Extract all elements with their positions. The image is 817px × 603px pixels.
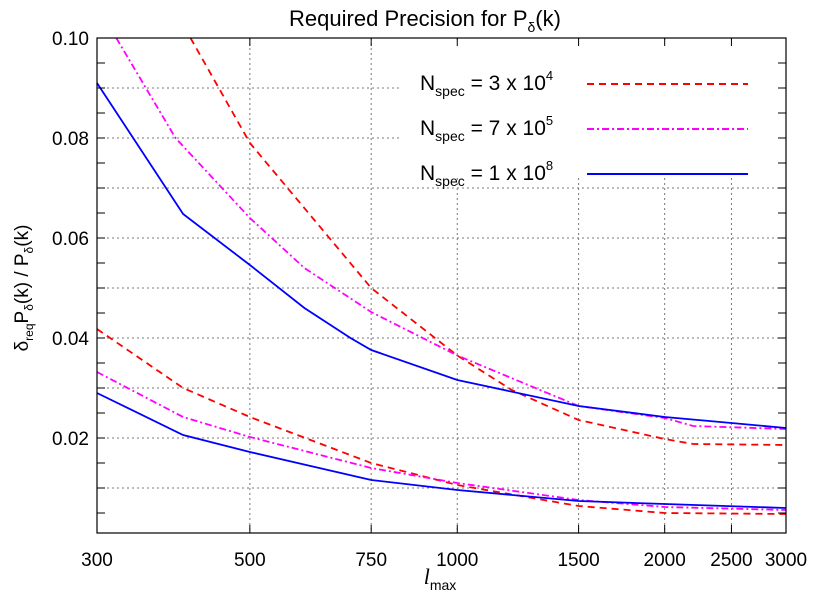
legend-label-0: Nspec = 3 x 104 xyxy=(420,68,553,99)
x-tick-label: 750 xyxy=(355,550,387,571)
legend-text-base: N xyxy=(420,72,435,95)
legend-label-2: Nspec = 1 x 108 xyxy=(420,158,553,189)
y-tick-label: 0.06 xyxy=(52,229,89,250)
y-tick-label: 0.08 xyxy=(52,129,89,150)
series-line-1 xyxy=(96,371,787,511)
data-curves xyxy=(96,37,787,515)
legend-text-sub: spec xyxy=(435,83,465,99)
x-tick-label: 1500 xyxy=(557,550,599,571)
legend-label-1: Nspec = 7 x 105 xyxy=(420,113,553,144)
legend-text-sup: 5 xyxy=(546,113,553,128)
axis-ticks: 0.02 0.04 0.06 0.08 0.10 300 500 750 1000 1500 200… xyxy=(52,29,807,571)
y-tick-label: 0.04 xyxy=(52,329,89,350)
y-axis-label: δreqPδ(k) / Pδ(k) xyxy=(12,225,36,352)
series-line-0 xyxy=(96,328,787,515)
series-line-1 xyxy=(115,37,787,430)
x-tick-label: 500 xyxy=(234,550,266,571)
x-tick-label: 2000 xyxy=(644,550,686,571)
y-tick-label: 0.02 xyxy=(52,429,89,450)
legend-text-base: N xyxy=(420,117,435,140)
legend-text-text: = 7 x 10 xyxy=(465,117,546,140)
x-axis-label: lmax xyxy=(424,564,457,593)
legend-text-sup: 8 xyxy=(546,158,553,173)
chart-title: Required Precision for Pδ(k) xyxy=(289,6,561,35)
legend-text-sub: spec xyxy=(435,173,465,189)
series-line-2 xyxy=(96,392,787,509)
legend-text-text: = 3 x 10 xyxy=(465,72,546,95)
legend-text-sub: spec xyxy=(435,128,465,144)
x-tick-label: 3000 xyxy=(765,550,807,571)
series-line-0 xyxy=(189,37,787,446)
x-tick-label: 2500 xyxy=(710,550,752,571)
legend-text-text: = 1 x 10 xyxy=(465,162,546,185)
x-tick-label: 1000 xyxy=(436,550,478,571)
series-line-2 xyxy=(96,82,787,429)
y-tick-label: 0.10 xyxy=(52,29,89,50)
x-tick-label: 300 xyxy=(81,550,113,571)
plot-frame xyxy=(96,37,787,534)
legend-background xyxy=(402,40,782,178)
legend-text-base: N xyxy=(420,162,435,185)
legend-text-sup: 4 xyxy=(546,68,553,83)
